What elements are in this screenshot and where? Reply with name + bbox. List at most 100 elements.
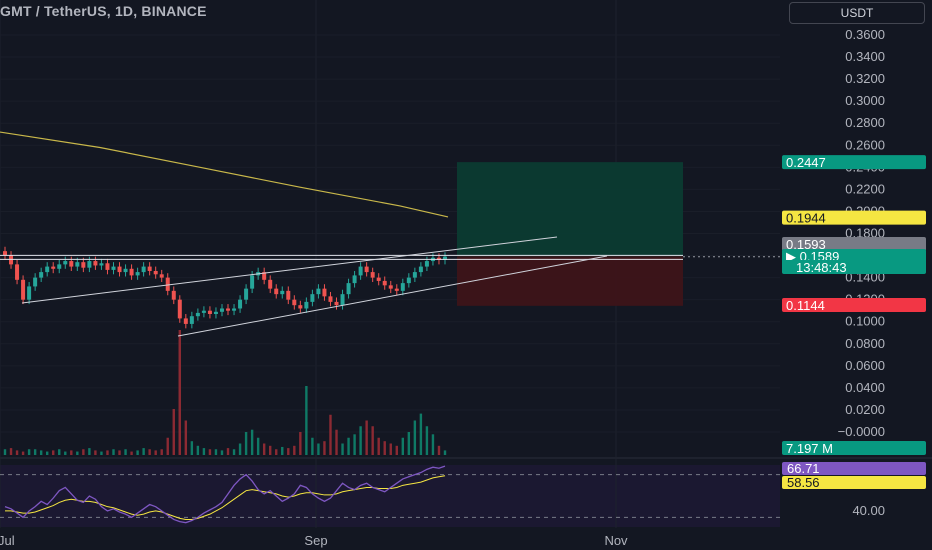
volume-bar [3, 449, 7, 455]
volume-bar [365, 420, 368, 455]
volume-bar [154, 450, 157, 455]
volume-bar [244, 432, 248, 455]
candle-body [310, 294, 315, 302]
price-tag-current [782, 249, 926, 263]
volume-bar [196, 445, 200, 455]
candle-body [274, 288, 279, 295]
wedge-upper-trendline [21, 236, 558, 304]
wedge-lower-trendline [177, 255, 608, 337]
price-tag-volume [782, 441, 926, 455]
candle-body [219, 308, 224, 312]
candle-body [443, 256, 447, 260]
volume-bar [256, 437, 260, 455]
volume-bar [160, 449, 163, 455]
candle-body [304, 301, 309, 309]
volume-bar [353, 434, 356, 455]
candle-body [99, 263, 104, 266]
candle-body [3, 251, 7, 256]
price-tag-last_marker-label: 0.1593 [786, 237, 826, 252]
x-axis-tick-label: Sep [304, 533, 327, 548]
rsi-ma-value-tag [782, 476, 926, 489]
volume-bar [311, 437, 314, 455]
candle-body [340, 294, 345, 306]
candle-body [75, 262, 80, 267]
candle-body [189, 316, 194, 324]
candle-body [316, 288, 321, 295]
volume-bar [148, 449, 151, 455]
rsi-axis-tick-label: 40.00 [852, 503, 885, 518]
volume-bar [287, 448, 290, 455]
volume-bar [52, 450, 55, 455]
candle-body [105, 263, 110, 270]
volume-bar [383, 441, 386, 455]
volume-bar [220, 450, 224, 455]
candle-body [280, 290, 285, 295]
candle-body [232, 308, 237, 311]
volume-bar [70, 450, 73, 455]
volume-bar [33, 449, 37, 455]
volume-bar [76, 451, 79, 455]
volume-bar [136, 450, 139, 455]
volume-bar [431, 434, 435, 455]
price-tag-last_marker [782, 237, 926, 251]
candle-body [159, 274, 164, 278]
candle-body [394, 288, 399, 291]
volume-bar [413, 420, 417, 455]
volume-bar [58, 449, 61, 455]
candle-body [250, 275, 255, 289]
candle-body [81, 262, 86, 268]
volume-bar [202, 448, 206, 455]
volume-bar [262, 443, 266, 455]
volume-bar [293, 445, 296, 455]
rsi-value-tag [782, 462, 926, 475]
volume-bar [64, 451, 67, 455]
price-tag-stop [782, 298, 926, 312]
volume-bar [443, 450, 447, 455]
candle-body [346, 283, 351, 295]
candle-body [424, 261, 429, 267]
price-tag-moving_average [782, 210, 926, 225]
volume-bar [377, 437, 380, 455]
volume-bar [425, 426, 429, 455]
volume-bar [226, 448, 230, 455]
candle-body [33, 277, 38, 287]
volume-bar [112, 449, 115, 455]
volume-bar [15, 450, 19, 455]
volume-bar [389, 443, 392, 455]
volume-bar [419, 413, 423, 455]
candle-body [9, 255, 14, 265]
volume-bar [208, 449, 212, 455]
volume-bar [190, 441, 194, 455]
candle-body [213, 311, 218, 315]
y-axis-tick-label: 0.0200 [845, 402, 885, 417]
candle-body [129, 268, 134, 276]
candle-body [322, 288, 327, 297]
candle-body [45, 266, 50, 273]
volume-bar [82, 449, 85, 455]
volume-bar [106, 450, 109, 455]
volume-bar [269, 445, 272, 455]
candle-body [406, 277, 411, 284]
candle-body [63, 261, 68, 265]
currency-selector-button[interactable]: USDT [789, 2, 925, 24]
candle-body [244, 288, 249, 300]
y-axis-tick-label: 0.0400 [845, 380, 885, 395]
y-axis-tick-label: 0.0800 [845, 336, 885, 351]
candle-body [165, 277, 170, 291]
volume-bar [232, 449, 236, 455]
candle-body [382, 280, 387, 286]
rsi-pane-background [0, 465, 780, 527]
volume-bar [341, 443, 344, 455]
candle-body [141, 266, 146, 273]
candle-body [358, 266, 363, 276]
candle-body [171, 290, 176, 300]
y-axis-tick-label: 0.2600 [845, 137, 885, 152]
chart-title: GMT / TetherUS, 1D, BINANCE [0, 3, 207, 19]
y-axis-tick-label: 0.1000 [845, 314, 885, 329]
candle-body [21, 279, 26, 300]
volume-bar [172, 409, 175, 455]
candle-body [201, 310, 206, 313]
y-axis-tick-label: 0.2800 [845, 115, 885, 130]
volume-bar [437, 445, 441, 455]
